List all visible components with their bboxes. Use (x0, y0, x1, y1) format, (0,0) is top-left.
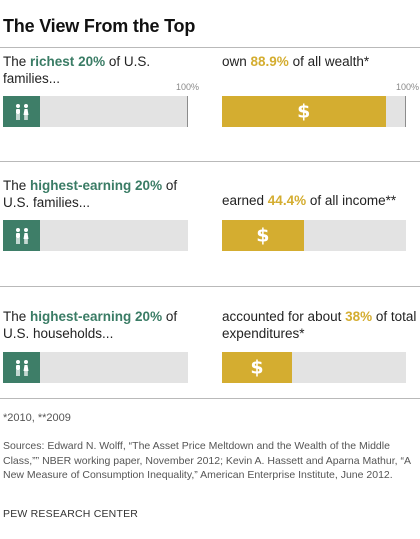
dollar-icon: $ (256, 224, 270, 246)
bar-track-left (3, 352, 188, 383)
footnote: *2010, **2009 (3, 412, 71, 424)
sources-note: Sources: Edward N. Wolff, “The Asset Pri… (3, 440, 411, 481)
label-percent: 20% (78, 54, 106, 69)
label-text: The (3, 309, 31, 324)
panel-expenditures: The highest-earning 20% of U.S. househol… (0, 308, 420, 446)
bar-fill-right: $ (222, 96, 386, 127)
brand-name: PEW RESEARCH CENTER (3, 508, 139, 520)
divider (0, 286, 420, 287)
divider (0, 398, 420, 399)
label-percent: 38% (345, 309, 373, 324)
panel-wealth: The richest 20% of U.S. families... own … (0, 53, 420, 191)
bar-fill-left (3, 352, 40, 383)
axis-max-label: 100% (396, 82, 420, 92)
panel-income: The highest-earning 20% of U.S. families… (0, 177, 420, 315)
left-label: The highest-earning 20% of U.S. families… (3, 177, 188, 211)
bar-fill-left (3, 220, 40, 251)
bar-track-left (3, 96, 188, 127)
right-label: accounted for about 38% of total expendi… (222, 308, 417, 342)
label-percent: 88.9% (250, 54, 289, 69)
axis-end-line (405, 96, 406, 127)
bar-fill-left (3, 96, 40, 127)
label-text: of all wealth* (288, 54, 370, 69)
bar-track-right: $ (222, 96, 406, 127)
label-text: of U.S. families... (3, 178, 178, 210)
right-label: own 88.9% of all wealth* (222, 53, 417, 70)
bar-track-right: $ (222, 220, 406, 251)
label-text: of U.S. households... (3, 309, 178, 341)
right-label: earned 44.4% of all income** (222, 192, 417, 209)
page-title: The View From the Top (3, 16, 196, 36)
bar-track-left (3, 220, 188, 251)
axis-max-label: 100% (176, 82, 200, 92)
axis-end-line (187, 96, 188, 127)
people-icon (13, 359, 31, 377)
bar-track-right: $ (222, 352, 406, 383)
dollar-icon: $ (250, 356, 264, 378)
label-percent: 20% (135, 309, 163, 324)
label-text: of all income** (306, 193, 397, 208)
label-emphasis: highest-earning (30, 309, 132, 324)
bar-fill-right: $ (222, 352, 292, 383)
label-percent: 20% (135, 178, 163, 193)
dollar-icon: $ (297, 100, 311, 122)
divider (0, 47, 420, 48)
label-emphasis: highest-earning (30, 178, 132, 193)
label-emphasis: richest (30, 54, 75, 69)
label-text: accounted for about (222, 309, 346, 324)
left-label: The highest-earning 20% of U.S. househol… (3, 308, 188, 342)
label-text: The (3, 178, 31, 193)
label-text: of total expenditures* (222, 309, 417, 341)
people-icon (13, 227, 31, 245)
divider (0, 161, 420, 162)
label-text: of U.S. families... (3, 54, 151, 86)
label-text: own (222, 54, 251, 69)
left-label: The richest 20% of U.S. families... (3, 53, 188, 87)
label-text: earned (222, 193, 268, 208)
bar-fill-right: $ (222, 220, 304, 251)
people-icon (13, 103, 31, 121)
label-text: The (3, 54, 31, 69)
label-percent: 44.4% (267, 193, 307, 208)
